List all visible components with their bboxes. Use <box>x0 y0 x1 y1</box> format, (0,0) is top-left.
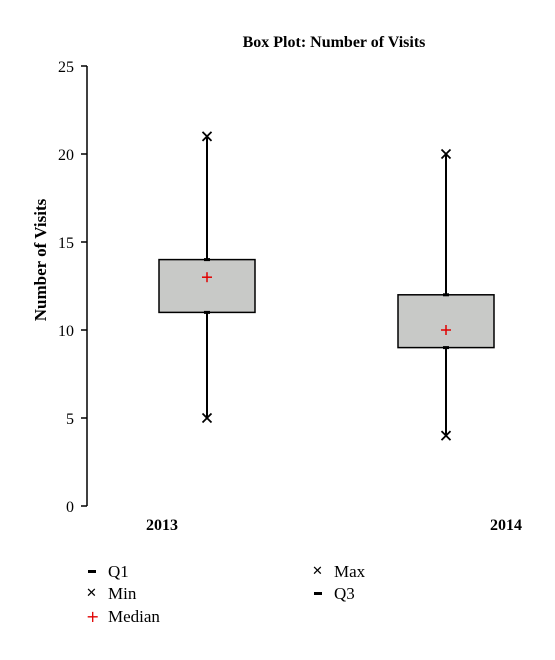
median-marker <box>441 325 451 335</box>
legend-label: Q1 <box>108 562 129 581</box>
legend-item-min: ✕ Min <box>86 583 136 605</box>
min-marker-stroke <box>201 412 213 424</box>
legend-label: Max <box>334 562 366 581</box>
legend-item-q3: Q3 <box>312 583 355 605</box>
y-tick-label: 5 <box>66 411 74 428</box>
y-tick-label: 0 <box>66 499 74 516</box>
legend-item-median: + Median <box>86 606 160 628</box>
max-marker-stroke <box>440 148 452 160</box>
legend-item-q1: Q1 <box>86 561 129 583</box>
plus-icon: + <box>86 607 100 626</box>
iqr-box <box>158 258 256 314</box>
x-category-label: 2013 <box>146 517 178 534</box>
max-marker-stroke <box>201 131 213 142</box>
median-marker <box>202 272 212 283</box>
min-marker <box>440 430 452 441</box>
dash-icon <box>86 561 108 583</box>
dash-icon <box>312 583 334 605</box>
y-tick-label: 10 <box>58 323 74 340</box>
x-axis-categories: 2013 2014 <box>146 517 522 534</box>
max-marker <box>440 148 452 160</box>
y-tick-label: 15 <box>58 235 74 252</box>
y-tick-label: 20 <box>58 147 74 164</box>
x-mark-icon: ✕ <box>312 564 323 579</box>
y-axis-ticks: 0 5 10 15 20 25 <box>58 59 87 516</box>
legend-label: Q3 <box>334 584 355 603</box>
min-marker <box>201 412 213 424</box>
x-mark-icon: ✕ <box>86 586 97 601</box>
box-group <box>158 131 495 441</box>
chart-title: Box Plot: Number of Visits <box>243 34 426 51</box>
y-axis-label: Number of Visits <box>31 198 50 321</box>
y-tick-label: 25 <box>58 59 74 76</box>
x-category-label: 2014 <box>490 517 522 534</box>
min-marker-stroke <box>440 430 452 441</box>
legend-item-max: ✕ Max <box>312 561 365 583</box>
legend-label: Median <box>108 607 160 626</box>
legend-label: Min <box>108 584 137 603</box>
max-marker <box>201 131 213 142</box>
